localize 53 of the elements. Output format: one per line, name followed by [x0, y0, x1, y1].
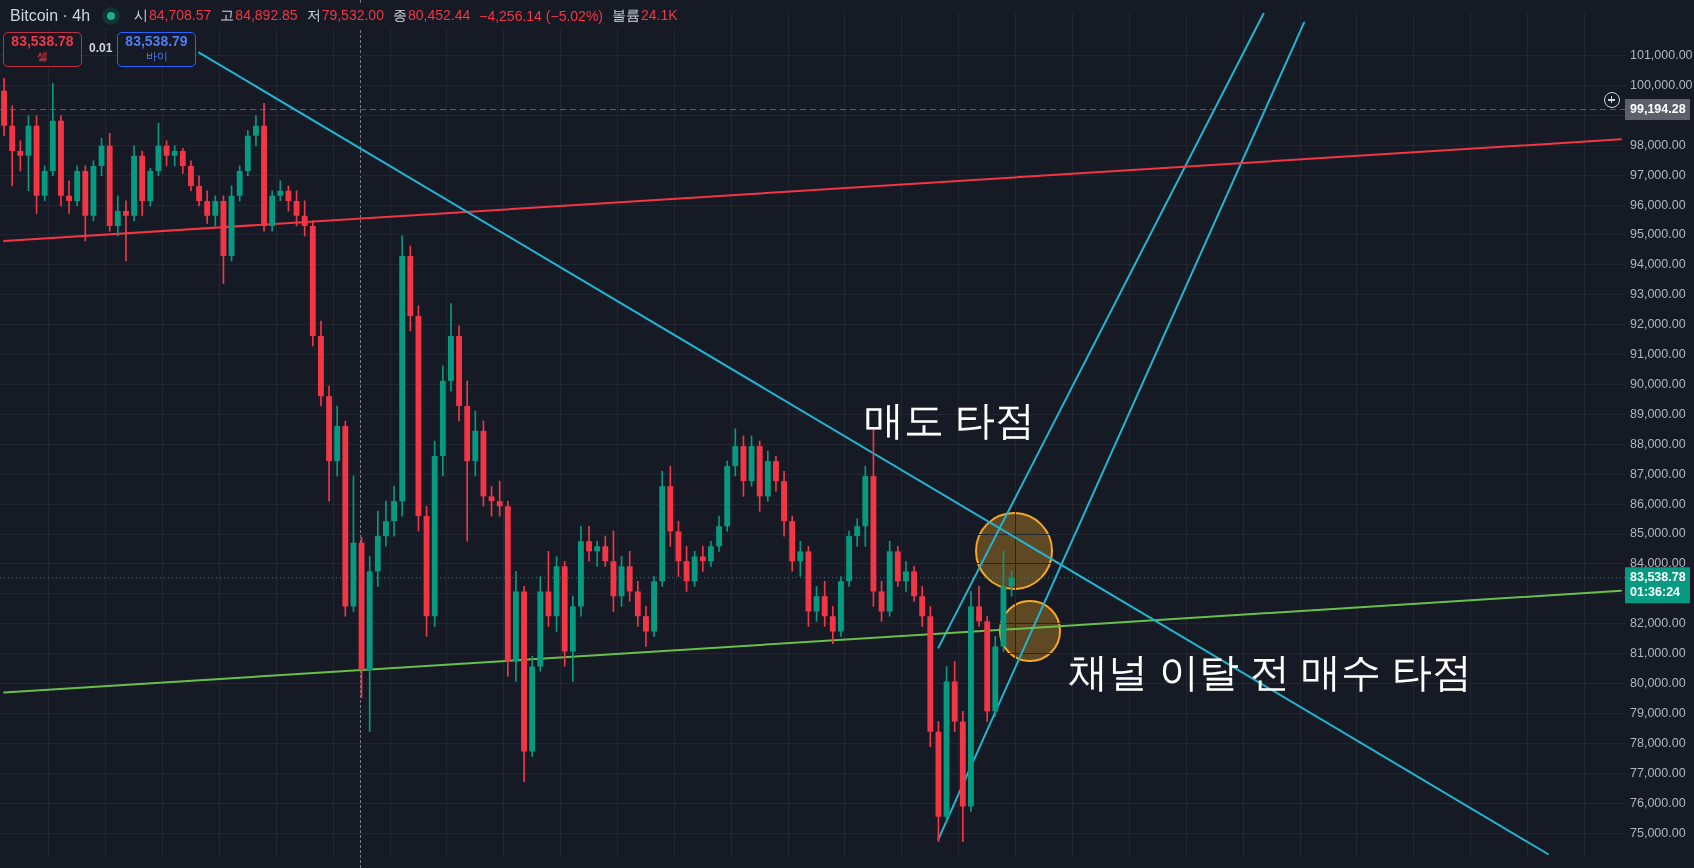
annotation: 83,538.78 [10, 33, 75, 49]
annotation: 셀 [36, 49, 49, 64]
y-tick-label: 98,000.00 [1630, 137, 1686, 152]
y-tick-label: 87,000.00 [1630, 466, 1686, 481]
y-tick-label: 81,000.00 [1630, 646, 1686, 661]
annotation: −4,256.14 (−5.02%) [479, 8, 603, 24]
annotation: 0.01 [89, 41, 113, 55]
annotation: 매도 타점 [864, 398, 1036, 442]
buy-button: 83,538.79 바이 [117, 32, 196, 67]
y-tick-label: 88,000.00 [1630, 436, 1686, 451]
y-tick-label: 91,000.00 [1630, 347, 1686, 362]
annotation: 79,532.00 [321, 7, 384, 25]
annotation: 시 [134, 7, 149, 25]
y-tick-label: 93,000.00 [1630, 287, 1686, 302]
y-tick-label: 86,000.00 [1630, 496, 1686, 511]
y-tick-label: 100,000.00 [1630, 77, 1693, 92]
y-tick-label: 89,000.00 [1630, 406, 1686, 421]
annotation: 80,452.44 [407, 7, 471, 25]
annotation: 저 [306, 7, 321, 25]
annotation: 고 [220, 7, 235, 25]
y-tick-label: 96,000.00 [1630, 197, 1686, 212]
candlestick [17, 140, 24, 172]
candlestick [594, 540, 601, 567]
y-tick-label: 84,000.00 [1630, 556, 1686, 571]
y-tick-label: 94,000.00 [1630, 257, 1686, 272]
y-tick-label: 101,000.00 [1630, 48, 1693, 63]
candlestick [699, 545, 706, 572]
chart-title: Bitcoin · 4h [10, 7, 91, 25]
annotation: 84,708.57 [149, 7, 212, 25]
y-tick-label: 80,000.00 [1630, 676, 1686, 690]
annotation: 종 [392, 7, 407, 25]
y-tick-label: 97,000.00 [1630, 167, 1686, 182]
y-tick-label: 92,000.00 [1630, 317, 1686, 332]
y-tick-label: 76,000.00 [1630, 795, 1686, 810]
annotation: 24.1K [641, 7, 678, 25]
ref-line-label: 99,194.28 [1630, 102, 1686, 117]
y-tick-label: 75,000.00 [1630, 825, 1686, 840]
annotation: 볼륨 [612, 7, 640, 25]
y-tick-label: 79,000.00 [1630, 705, 1686, 720]
annotation: 84,892.85 [235, 7, 298, 25]
ref-line-label: 83,538.78 01:36:24 [1630, 570, 1686, 600]
candlestick [496, 480, 503, 517]
y-tick-label: 78,000.00 [1630, 735, 1686, 750]
y-tick-label: 95,000.00 [1630, 227, 1686, 242]
candlestick [66, 180, 72, 214]
y-tick-label: 77,000.00 [1630, 765, 1686, 780]
y-tick-label: 85,000.00 [1630, 526, 1686, 541]
sell-button: 83,538.78 셀 [3, 32, 82, 67]
annotation: 채널 이탈 전 매수 타점 [1068, 650, 1473, 694]
annotation: 83,538.79 [124, 33, 189, 49]
y-tick-label: 90,000.00 [1630, 376, 1686, 391]
annotation: 바이 [144, 49, 169, 64]
y-tick-label: 82,000.00 [1630, 616, 1686, 631]
